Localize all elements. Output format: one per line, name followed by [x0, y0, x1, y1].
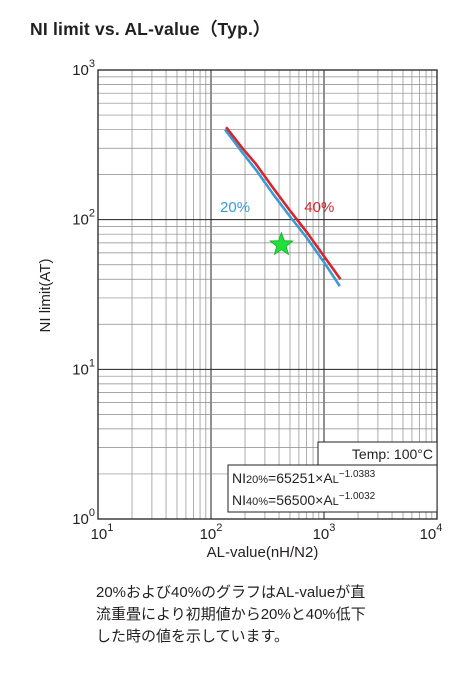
chart-title: NI limit vs. AL-value（Typ.）	[30, 19, 271, 39]
temp-annotation: Temp: 100°C	[352, 446, 433, 462]
eq40-exponent: −1.0032	[339, 491, 376, 502]
y-tick-base: 10	[72, 212, 89, 229]
x-tick-exponent: 2	[216, 522, 222, 534]
series-layer: 20% 40%	[220, 126, 342, 287]
eq20-main: =65251×A	[268, 470, 333, 486]
eq40-prefix: NI	[232, 492, 246, 508]
x-tick-exponent: 4	[436, 522, 442, 534]
eq40-subscript-l: L	[333, 496, 339, 508]
x-tick-label: 104	[420, 522, 443, 543]
y-tick-base: 10	[72, 361, 89, 378]
note-line-1: 20%および40%のグラフはAL-valueが直	[96, 584, 366, 601]
x-axis-label: AL-value(nH/N2)	[207, 544, 319, 561]
y-tick-exponent: 2	[89, 208, 95, 220]
y-tick-base: 10	[72, 511, 89, 528]
x-tick-label: 103	[313, 522, 336, 543]
y-tick-exponent: 1	[89, 357, 95, 369]
y-tick-label: 101	[72, 357, 95, 378]
x-tick-label: 102	[200, 522, 223, 543]
series-label: 20%	[220, 199, 250, 216]
x-tick-base: 10	[91, 526, 108, 543]
x-tick-base: 10	[200, 526, 217, 543]
equation-40-percent: NI40%=56500×AL−1.0032	[232, 491, 376, 508]
plot-frame	[97, 69, 438, 520]
note-line-2: 流重畳により初期値から20%と40%低下	[96, 606, 366, 623]
y-tick-exponent: 3	[89, 58, 95, 70]
x-tick-base: 10	[420, 526, 437, 543]
eq40-subscript: 40%	[246, 496, 268, 508]
equation-20-percent: NI20%=65251×AL−1.0383	[232, 469, 376, 486]
note-line-3: した時の値を示しています。	[96, 628, 290, 645]
eq20-subscript-l: L	[333, 474, 339, 486]
marker-star	[268, 231, 294, 256]
series-line	[223, 128, 341, 287]
x-tick-base: 10	[313, 526, 330, 543]
y-tick-base: 10	[72, 62, 89, 79]
series-line	[225, 126, 342, 280]
y-tick-exponent: 0	[89, 507, 95, 519]
note: 20%および40%のグラフはAL-valueが直 流重畳により初期値から20%と…	[96, 582, 446, 648]
eq20-exponent: −1.0383	[339, 469, 376, 480]
x-tick-label: 101	[91, 522, 114, 543]
annotation-layer: Temp: 100°C NI20%=65251×AL−1.0383 NI40%=…	[227, 441, 438, 513]
y-tick-label: 103	[72, 58, 95, 79]
y-axis-label: NI limit(AT)	[37, 259, 54, 333]
eq20-prefix: NI	[232, 470, 246, 486]
series-label: 40%	[304, 199, 334, 216]
equation-box	[227, 464, 438, 513]
x-tick-exponent: 1	[107, 522, 113, 534]
y-tick-label: 102	[72, 208, 95, 229]
eq20-subscript: 20%	[246, 474, 268, 486]
x-tick-exponent: 3	[329, 522, 335, 534]
eq40-main: =56500×A	[268, 492, 333, 508]
y-tick-label: 100	[72, 507, 95, 528]
marker-layer	[268, 231, 294, 256]
label-layer: AL-value(nH/N2) NI limit(AT)	[37, 259, 318, 561]
